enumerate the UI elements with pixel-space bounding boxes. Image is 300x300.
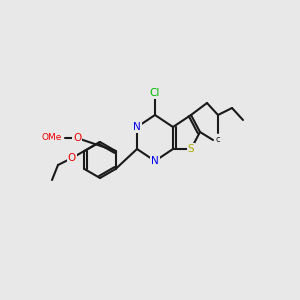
Text: O: O <box>68 153 76 163</box>
Text: O: O <box>73 133 81 143</box>
Text: N: N <box>133 122 141 132</box>
Text: Cl: Cl <box>150 88 160 98</box>
Text: S: S <box>188 144 194 154</box>
Text: OMe: OMe <box>42 134 62 142</box>
Text: N: N <box>151 156 159 166</box>
Text: c: c <box>216 136 220 145</box>
